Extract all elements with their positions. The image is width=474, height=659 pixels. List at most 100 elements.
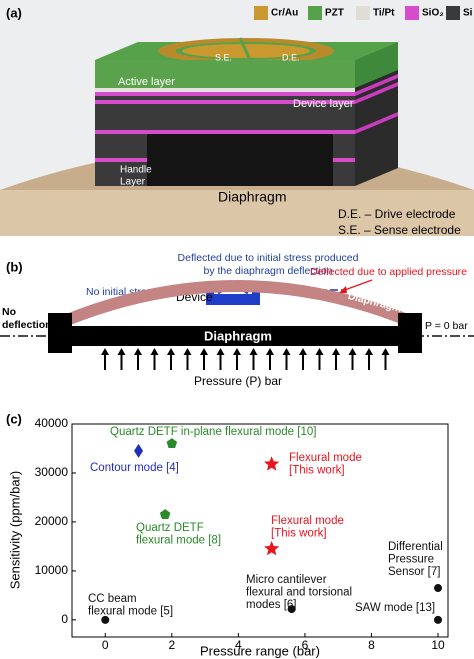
arrowhead <box>282 348 291 355</box>
point-label: SAW mode [13] <box>355 602 435 614</box>
annotation: Pressure (P) bar <box>194 374 282 388</box>
y-tick-label: 0 <box>61 612 68 626</box>
y-tick-label: 10000 <box>35 563 69 577</box>
arrowhead <box>101 348 109 355</box>
arrowhead <box>266 348 274 355</box>
point-label: Flexural mode <box>271 515 344 527</box>
arrowhead <box>117 348 126 355</box>
arrowhead <box>134 348 142 355</box>
point-label: modes [6] <box>246 599 297 611</box>
layer-label: Diaphragm <box>218 189 286 205</box>
annotation: by the diaphragm deflection <box>204 265 333 277</box>
x-tick-label: 4 <box>235 638 242 652</box>
y-tick-label: 30000 <box>35 465 69 479</box>
electrode-label: D.E. <box>282 52 300 62</box>
stack-side-sio2 <box>355 112 398 134</box>
arrowhead <box>348 348 357 355</box>
deflected-diaphragm <box>59 280 415 328</box>
marker <box>264 456 280 471</box>
panel-label: (b) <box>6 259 23 274</box>
point-label: Quartz DETF <box>136 522 204 534</box>
arrowhead <box>315 348 324 355</box>
marker <box>434 615 443 624</box>
legend-label: SiO₂ <box>422 8 444 19</box>
arrowhead <box>339 286 347 293</box>
clamp <box>48 313 72 353</box>
point-label: Sensor [7] <box>388 566 440 578</box>
arrowhead <box>200 348 208 355</box>
point-label: flexural and torsional <box>246 587 352 599</box>
panel-label: (a) <box>6 5 22 20</box>
marker <box>134 443 144 458</box>
y-tick-label: 40000 <box>35 416 69 430</box>
sio2-layer <box>95 158 147 162</box>
arrowhead <box>183 348 192 355</box>
point-label: [This work] <box>271 528 327 540</box>
note: S.E. – Sense electrode <box>338 223 461 237</box>
device-block <box>206 284 260 305</box>
annotation: deflection <box>2 319 52 331</box>
diaphragm-front <box>0 190 474 236</box>
arrowhead <box>233 348 241 355</box>
note: D.E. – Drive electrode <box>338 207 456 221</box>
arrowhead <box>150 348 159 355</box>
arrowhead <box>216 348 225 355</box>
arrowhead <box>249 348 258 355</box>
arrowhead <box>332 348 340 355</box>
point-label: Pressure <box>388 554 434 566</box>
point-label: flexural mode [5] <box>88 606 173 618</box>
legend-swatch <box>308 6 322 20</box>
marker <box>166 438 178 448</box>
marker <box>159 509 171 519</box>
arrow <box>341 279 373 292</box>
legend-label: Cr/Au <box>271 8 298 19</box>
legend-swatch <box>254 6 268 20</box>
sio2-layer <box>95 92 355 96</box>
marker <box>287 605 296 614</box>
layer-label: Layer <box>120 177 146 188</box>
x-tick-label: 8 <box>368 638 375 652</box>
point-label: Quartz DETF in-plane flexural mode [10] <box>110 426 316 438</box>
x-tick-label: 6 <box>302 638 309 652</box>
layer-label: Device layer <box>293 98 354 110</box>
point-label: CC beam <box>88 593 137 605</box>
sio2-layer <box>95 130 355 134</box>
sio2-layer <box>333 158 355 162</box>
device-layer <box>95 104 355 130</box>
marker <box>434 584 443 593</box>
y-tick-label: 20000 <box>35 514 69 528</box>
x-tick-label: 2 <box>168 638 175 652</box>
marker <box>101 615 110 624</box>
point-label: [This work] <box>289 465 345 477</box>
arrowhead <box>365 348 373 355</box>
electrode-split <box>238 37 254 65</box>
electrode-label: S.E. <box>215 52 232 62</box>
si-layer <box>95 96 355 100</box>
arrowhead <box>299 348 307 355</box>
plot-frame <box>71 423 449 638</box>
point-label: Flexural mode <box>289 452 362 464</box>
annotation: Deflected due to initial stress produced <box>178 252 359 264</box>
annotation: Diaphragm <box>204 328 272 343</box>
legend-label: PZT <box>325 8 344 19</box>
legend-label: Ti/Pt <box>373 8 395 19</box>
stack-side-pzt <box>355 42 398 88</box>
layer-label: Handle <box>120 165 152 176</box>
legend-swatch <box>356 6 370 20</box>
stack-side-sio2 <box>355 82 398 104</box>
y-axis-label: Sensitivity (ppm/bar) <box>7 471 22 589</box>
clamp <box>398 313 422 353</box>
point-label: flexural mode [8] <box>136 535 221 547</box>
tipt-layer <box>95 88 355 92</box>
arrowhead <box>381 348 390 355</box>
point-label: Contour mode [4] <box>90 462 179 474</box>
marker <box>264 540 280 556</box>
annotation: Deflected due to applied pressure <box>310 266 467 278</box>
layer-label: Active layer <box>118 76 175 88</box>
pressure-arrows <box>101 348 390 370</box>
x-axis-label: Pressure range (bar) <box>200 643 320 658</box>
annotation: P = 0 bar <box>425 320 468 332</box>
stack-side-sio2 <box>355 74 398 96</box>
legend-swatch <box>405 6 419 20</box>
